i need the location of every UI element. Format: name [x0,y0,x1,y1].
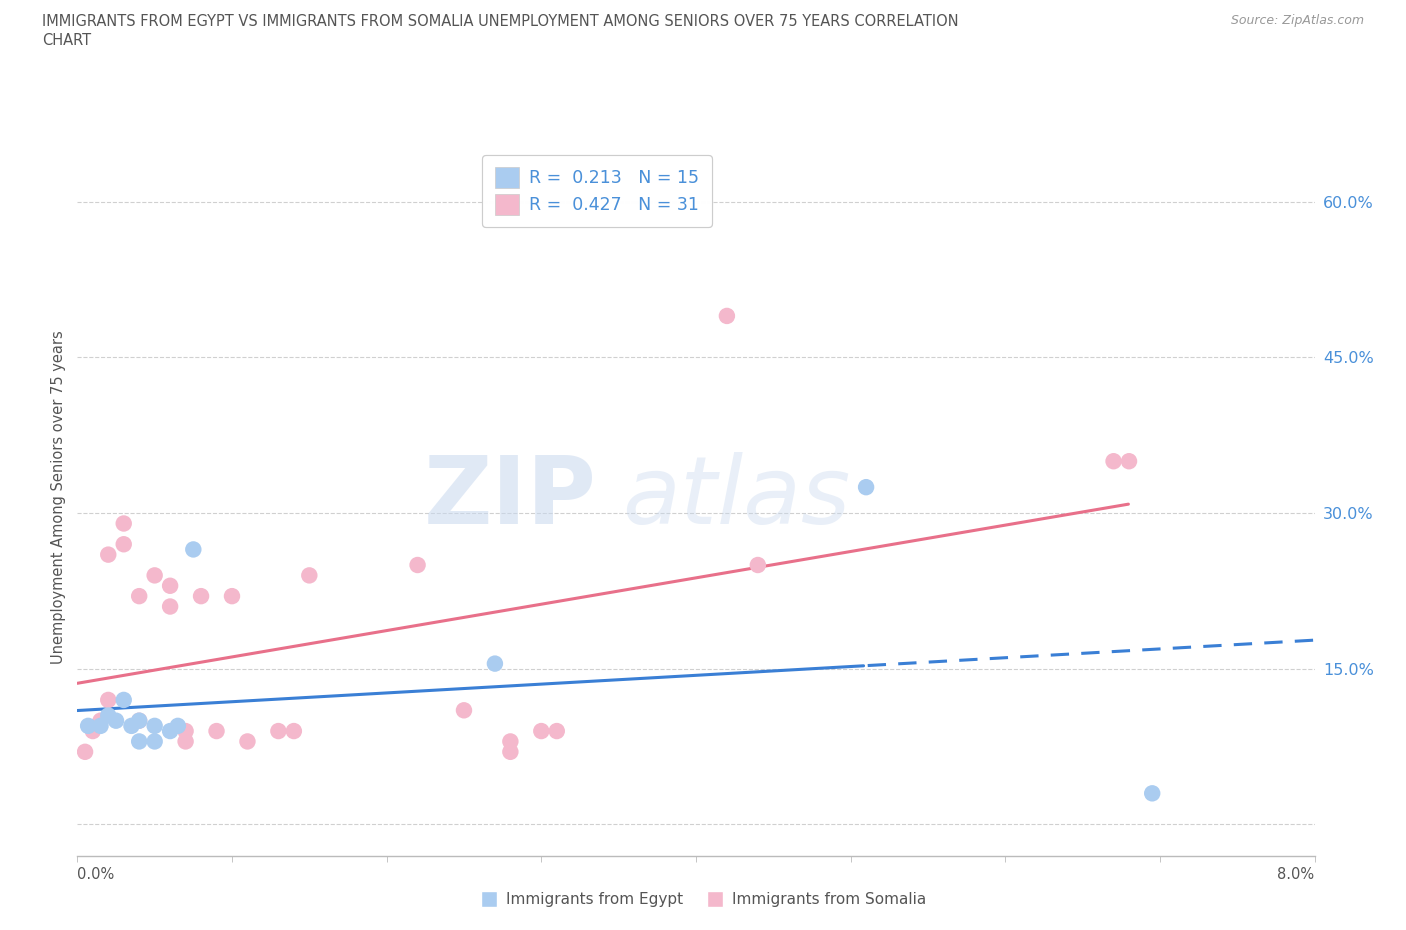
Point [77,719,100,734]
Point [75,744,96,759]
Point [174,724,197,738]
Point [112,693,135,708]
Point [128,713,150,728]
Point [499,744,522,759]
Point [121,719,143,734]
Point [159,724,181,738]
Point [128,589,150,604]
Point [174,734,197,749]
Legend: Immigrants from Egypt, Immigrants from Somalia: Immigrants from Egypt, Immigrants from S… [474,886,932,913]
Text: 8.0%: 8.0% [1278,867,1315,882]
Point [183,542,205,557]
Point [205,724,228,738]
Point [90,713,111,728]
Point [82,724,104,738]
Point [747,558,769,573]
Point [267,724,290,738]
Point [128,713,150,728]
Point [190,589,212,604]
Point [406,558,429,573]
Point [143,568,166,583]
Point [453,703,475,718]
Point [1118,454,1140,469]
Text: Source: ZipAtlas.com: Source: ZipAtlas.com [1230,14,1364,27]
Point [1102,454,1125,469]
Point [97,708,120,723]
Point [1142,786,1164,801]
Point [530,724,553,738]
Text: atlas: atlas [621,452,851,543]
Text: 0.0%: 0.0% [77,867,114,882]
Point [236,734,259,749]
Y-axis label: Unemployment Among Seniors over 75 years: Unemployment Among Seniors over 75 years [51,331,66,664]
Text: IMMIGRANTS FROM EGYPT VS IMMIGRANTS FROM SOMALIA UNEMPLOYMENT AMONG SENIORS OVER: IMMIGRANTS FROM EGYPT VS IMMIGRANTS FROM… [42,14,959,29]
Point [159,578,181,593]
Legend: R =  0.213   N = 15, R =  0.427   N = 31: R = 0.213 N = 15, R = 0.427 N = 31 [482,155,711,227]
Point [128,734,150,749]
Point [90,719,111,734]
Point [546,724,568,738]
Point [298,568,321,583]
Point [105,713,127,728]
Point [112,537,135,551]
Point [221,589,243,604]
Point [499,734,522,749]
Point [159,599,181,614]
Point [143,719,166,734]
Point [143,734,166,749]
Point [97,693,120,708]
Point [484,657,506,671]
Point [716,309,738,324]
Point [97,547,120,562]
Point [166,719,188,734]
Point [112,516,135,531]
Point [855,480,877,495]
Text: ZIP: ZIP [425,452,598,543]
Point [283,724,305,738]
Text: CHART: CHART [42,33,91,47]
